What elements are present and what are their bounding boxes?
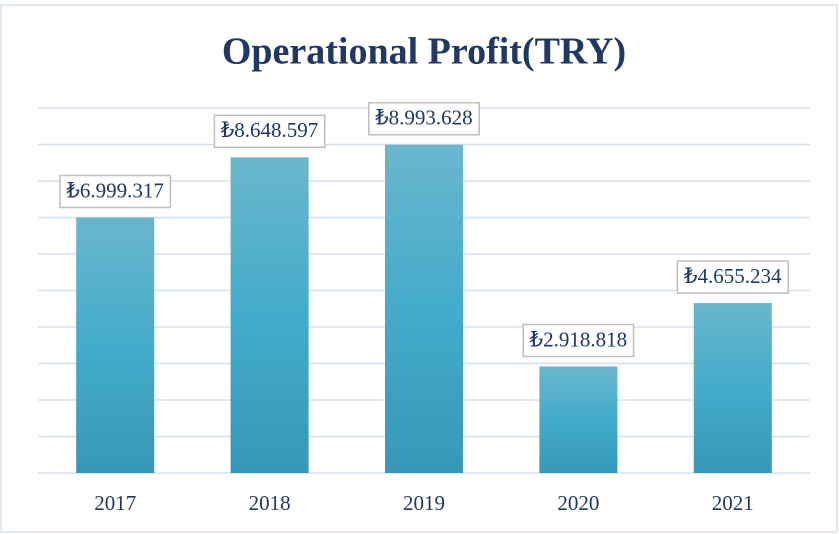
data-label-box	[522, 323, 635, 358]
data-label: ₺8.993.628	[374, 106, 472, 130]
data-label: ₺2.918.818	[529, 327, 627, 351]
data-label-box	[676, 260, 789, 294]
x-tick-label: 2017	[94, 491, 136, 515]
x-tick-label: 2020	[557, 491, 599, 515]
bar	[539, 366, 618, 473]
chart-title: Operational Profit(TRY)	[222, 31, 626, 73]
data-label: ₺8.648.597	[220, 118, 318, 142]
bar	[693, 303, 772, 473]
x-tick-label: 2021	[712, 491, 754, 515]
bar	[230, 157, 309, 473]
x-tick-label: 2018	[249, 491, 291, 515]
x-tick-label: 2019	[403, 491, 445, 515]
data-label-box	[368, 101, 480, 136]
data-label: ₺4.655.234	[683, 264, 782, 288]
data-label-box	[213, 114, 326, 149]
data-label-box	[59, 174, 172, 209]
bar	[385, 144, 463, 473]
data-label: ₺6.999.317	[66, 178, 164, 202]
bar	[76, 217, 155, 473]
